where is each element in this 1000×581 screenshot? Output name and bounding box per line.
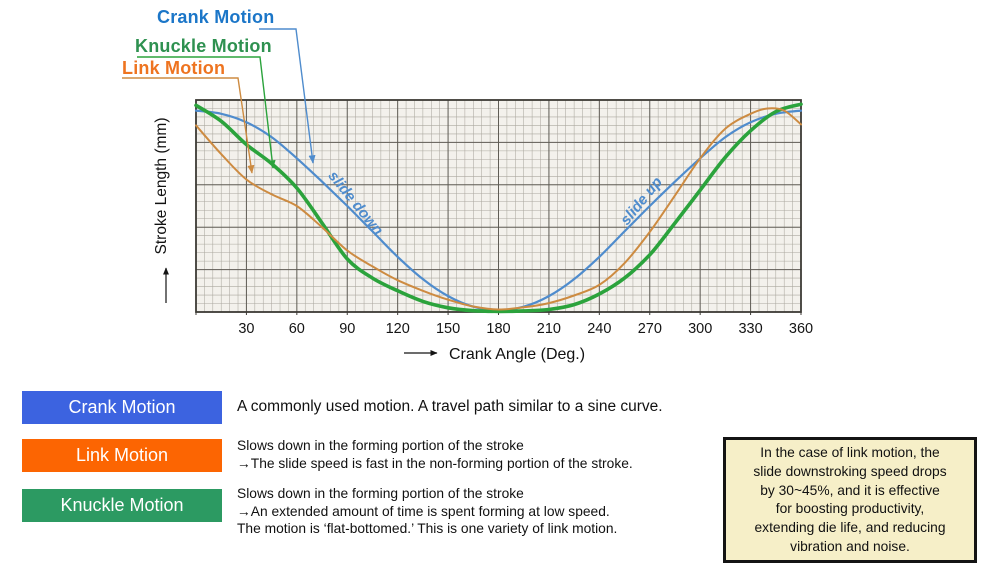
crank-motion-leader-line bbox=[259, 28, 316, 164]
crank-motion-description: A commonly used motion. A travel path si… bbox=[237, 397, 663, 416]
motion-curves bbox=[194, 102, 803, 314]
x-tick-label: 270 bbox=[638, 321, 662, 337]
knuckle-motion-callout-label: Knuckle Motion bbox=[135, 36, 272, 56]
x-tick-label: 180 bbox=[486, 321, 510, 337]
knuckle-motion-description: Slows down in the forming portion of the… bbox=[237, 485, 617, 538]
description-line: Slows down in the forming portion of the… bbox=[237, 486, 524, 501]
plot-grid bbox=[195, 99, 802, 315]
x-tick-label: 60 bbox=[289, 321, 305, 337]
y-axis-label: Stroke Length (mm) bbox=[153, 118, 170, 255]
knuckle-motion-leader-line bbox=[137, 56, 276, 169]
note-line: slide downstroking speed drops bbox=[753, 463, 947, 479]
x-tick-label: 240 bbox=[587, 321, 611, 337]
knuckle-motion-legend-box: Knuckle Motion bbox=[22, 489, 222, 522]
note-line: In the case of link motion, the bbox=[760, 445, 940, 460]
x-tick-label: 90 bbox=[339, 321, 355, 337]
note-line: vibration and noise. bbox=[790, 538, 910, 554]
description-line: The motion is ‘flat-bottomed.’ This is o… bbox=[237, 521, 618, 537]
callout-leader-lines bbox=[122, 28, 316, 174]
link-motion-note-box: In the case of link motion, the slide do… bbox=[723, 437, 977, 563]
x-tick-label: 300 bbox=[688, 321, 712, 337]
note-line: extending die life, and reducing bbox=[754, 520, 946, 536]
crank-motion-callout-label: Crank Motion bbox=[157, 7, 275, 27]
x-tick-label: 210 bbox=[537, 321, 561, 337]
link-motion-description: Slows down in the forming portion of the… bbox=[237, 437, 633, 472]
description-line: →An extended amount of time is spent for… bbox=[237, 503, 610, 519]
link-motion-legend-box: Link Motion bbox=[22, 439, 222, 472]
x-tick-label: 150 bbox=[436, 321, 460, 337]
description-line: →The slide speed is fast in the non-form… bbox=[237, 455, 633, 471]
description-line: Slows down in the forming portion of the… bbox=[237, 438, 524, 453]
x-tick-label: 120 bbox=[386, 321, 410, 337]
x-tick-label: 360 bbox=[789, 321, 813, 337]
x-tick-label: 30 bbox=[238, 321, 254, 337]
stroke-vs-crank-angle-chart: 30 60 90 120 150 180 210 240 270 300 330 360 slide … bbox=[122, 28, 813, 363]
note-line: by 30~45%, and it is effective bbox=[760, 482, 940, 498]
x-axis-label: Crank Angle (Deg.) bbox=[449, 346, 585, 363]
link-motion-curve bbox=[195, 107, 802, 311]
knuckle-motion-curve bbox=[194, 102, 803, 314]
x-tick-label: 330 bbox=[738, 321, 762, 337]
crank-motion-legend-box: Crank Motion bbox=[22, 391, 222, 424]
link-motion-callout-label: Link Motion bbox=[122, 58, 226, 78]
x-axis-tick-labels: 30 60 90 120 150 180 210 240 270 300 330 360 bbox=[238, 321, 813, 337]
note-line: for boosting productivity, bbox=[775, 501, 925, 517]
link-motion-leader-line bbox=[122, 77, 255, 174]
description-line: A commonly used motion. A travel path si… bbox=[237, 398, 663, 415]
